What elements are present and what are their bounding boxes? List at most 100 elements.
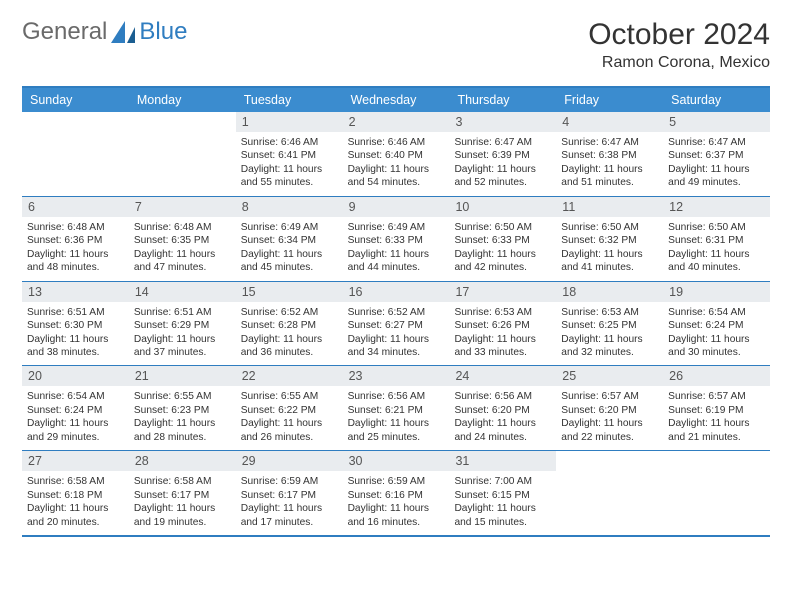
- calendar-cell: 7Sunrise: 6:48 AMSunset: 6:35 PMDaylight…: [129, 197, 236, 281]
- day-number: 9: [343, 197, 450, 217]
- daylight-line: Daylight: 11 hours and 44 minutes.: [348, 248, 445, 275]
- sunrise-line: Sunrise: 6:57 AM: [668, 390, 765, 403]
- sunrise-line: Sunrise: 6:51 AM: [27, 306, 124, 319]
- day-body: Sunrise: 6:54 AMSunset: 6:24 PMDaylight:…: [22, 386, 129, 450]
- day-number: 13: [22, 282, 129, 302]
- day-number: 29: [236, 451, 343, 471]
- day-header-cell: Tuesday: [236, 88, 343, 112]
- sunset-line: Sunset: 6:23 PM: [134, 404, 231, 417]
- sunset-line: Sunset: 6:27 PM: [348, 319, 445, 332]
- calendar-cell: 3Sunrise: 6:47 AMSunset: 6:39 PMDaylight…: [449, 112, 556, 196]
- calendar-cell: 27Sunrise: 6:58 AMSunset: 6:18 PMDayligh…: [22, 451, 129, 535]
- daylight-line: Daylight: 11 hours and 26 minutes.: [241, 417, 338, 444]
- sunrise-line: Sunrise: 6:58 AM: [27, 475, 124, 488]
- calendar-cell: 21Sunrise: 6:55 AMSunset: 6:23 PMDayligh…: [129, 366, 236, 450]
- day-number: 12: [663, 197, 770, 217]
- calendar-cell: 24Sunrise: 6:56 AMSunset: 6:20 PMDayligh…: [449, 366, 556, 450]
- sunset-line: Sunset: 6:38 PM: [561, 149, 658, 162]
- day-body: Sunrise: 6:51 AMSunset: 6:30 PMDaylight:…: [22, 302, 129, 366]
- day-number: 15: [236, 282, 343, 302]
- calendar-cell: 19Sunrise: 6:54 AMSunset: 6:24 PMDayligh…: [663, 282, 770, 366]
- day-number: 14: [129, 282, 236, 302]
- sunrise-line: Sunrise: 6:57 AM: [561, 390, 658, 403]
- sunset-line: Sunset: 6:28 PM: [241, 319, 338, 332]
- sunrise-line: Sunrise: 6:55 AM: [134, 390, 231, 403]
- month-title: October 2024: [588, 18, 770, 52]
- sunset-line: Sunset: 6:17 PM: [134, 489, 231, 502]
- daylight-line: Daylight: 11 hours and 24 minutes.: [454, 417, 551, 444]
- sunset-line: Sunset: 6:33 PM: [454, 234, 551, 247]
- sunrise-line: Sunrise: 6:50 AM: [454, 221, 551, 234]
- sunrise-line: Sunrise: 6:50 AM: [668, 221, 765, 234]
- sunrise-line: Sunrise: 6:46 AM: [348, 136, 445, 149]
- calendar-week-row: 27Sunrise: 6:58 AMSunset: 6:18 PMDayligh…: [22, 450, 770, 535]
- day-number: 1: [236, 112, 343, 132]
- logo-sail-icon: [111, 21, 137, 43]
- day-body: Sunrise: 6:59 AMSunset: 6:17 PMDaylight:…: [236, 471, 343, 535]
- daylight-line: Daylight: 11 hours and 21 minutes.: [668, 417, 765, 444]
- daylight-line: Daylight: 11 hours and 38 minutes.: [27, 333, 124, 360]
- daylight-line: Daylight: 11 hours and 55 minutes.: [241, 163, 338, 190]
- calendar-week-row: 13Sunrise: 6:51 AMSunset: 6:30 PMDayligh…: [22, 281, 770, 366]
- sunrise-line: Sunrise: 6:55 AM: [241, 390, 338, 403]
- day-number: 4: [556, 112, 663, 132]
- calendar-cell: 15Sunrise: 6:52 AMSunset: 6:28 PMDayligh…: [236, 282, 343, 366]
- daylight-line: Daylight: 11 hours and 37 minutes.: [134, 333, 231, 360]
- calendar-week-row: 6Sunrise: 6:48 AMSunset: 6:36 PMDaylight…: [22, 196, 770, 281]
- day-header-cell: Sunday: [22, 88, 129, 112]
- day-body: Sunrise: 6:52 AMSunset: 6:28 PMDaylight:…: [236, 302, 343, 366]
- day-body: Sunrise: 6:55 AMSunset: 6:23 PMDaylight:…: [129, 386, 236, 450]
- sunset-line: Sunset: 6:22 PM: [241, 404, 338, 417]
- daylight-line: Daylight: 11 hours and 17 minutes.: [241, 502, 338, 529]
- sunrise-line: Sunrise: 6:48 AM: [27, 221, 124, 234]
- daylight-line: Daylight: 11 hours and 29 minutes.: [27, 417, 124, 444]
- calendar-cell: 9Sunrise: 6:49 AMSunset: 6:33 PMDaylight…: [343, 197, 450, 281]
- logo-word-general: General: [22, 18, 107, 46]
- day-body: Sunrise: 6:47 AMSunset: 6:37 PMDaylight:…: [663, 132, 770, 196]
- calendar-cell: [556, 451, 663, 535]
- title-block: October 2024 Ramon Corona, Mexico: [588, 18, 770, 72]
- day-number: 25: [556, 366, 663, 386]
- calendar-cell: 28Sunrise: 6:58 AMSunset: 6:17 PMDayligh…: [129, 451, 236, 535]
- daylight-line: Daylight: 11 hours and 41 minutes.: [561, 248, 658, 275]
- day-header-cell: Saturday: [663, 88, 770, 112]
- sunset-line: Sunset: 6:32 PM: [561, 234, 658, 247]
- day-number: 7: [129, 197, 236, 217]
- calendar-cell: 23Sunrise: 6:56 AMSunset: 6:21 PMDayligh…: [343, 366, 450, 450]
- calendar-cell: [663, 451, 770, 535]
- sunrise-line: Sunrise: 6:59 AM: [241, 475, 338, 488]
- sunset-line: Sunset: 6:36 PM: [27, 234, 124, 247]
- calendar-cell: [22, 112, 129, 196]
- day-body: Sunrise: 6:48 AMSunset: 6:35 PMDaylight:…: [129, 217, 236, 281]
- sunrise-line: Sunrise: 6:51 AM: [134, 306, 231, 319]
- day-body: Sunrise: 6:58 AMSunset: 6:17 PMDaylight:…: [129, 471, 236, 535]
- sunrise-line: Sunrise: 6:53 AM: [561, 306, 658, 319]
- sunrise-line: Sunrise: 6:53 AM: [454, 306, 551, 319]
- sunrise-line: Sunrise: 6:54 AM: [27, 390, 124, 403]
- sunset-line: Sunset: 6:25 PM: [561, 319, 658, 332]
- day-header-cell: Wednesday: [343, 88, 450, 112]
- sunset-line: Sunset: 6:33 PM: [348, 234, 445, 247]
- calendar-week-row: 20Sunrise: 6:54 AMSunset: 6:24 PMDayligh…: [22, 365, 770, 450]
- day-number: 31: [449, 451, 556, 471]
- day-body: Sunrise: 6:56 AMSunset: 6:21 PMDaylight:…: [343, 386, 450, 450]
- day-body: Sunrise: 6:56 AMSunset: 6:20 PMDaylight:…: [449, 386, 556, 450]
- day-number: 20: [22, 366, 129, 386]
- calendar-cell: 1Sunrise: 6:46 AMSunset: 6:41 PMDaylight…: [236, 112, 343, 196]
- calendar-cell: 29Sunrise: 6:59 AMSunset: 6:17 PMDayligh…: [236, 451, 343, 535]
- calendar-cell: 5Sunrise: 6:47 AMSunset: 6:37 PMDaylight…: [663, 112, 770, 196]
- day-body: Sunrise: 6:50 AMSunset: 6:33 PMDaylight:…: [449, 217, 556, 281]
- day-number: 3: [449, 112, 556, 132]
- calendar-day-header: SundayMondayTuesdayWednesdayThursdayFrid…: [22, 88, 770, 112]
- day-body: Sunrise: 6:49 AMSunset: 6:34 PMDaylight:…: [236, 217, 343, 281]
- day-number: 19: [663, 282, 770, 302]
- day-number: 6: [22, 197, 129, 217]
- day-number: 5: [663, 112, 770, 132]
- sunrise-line: Sunrise: 6:56 AM: [348, 390, 445, 403]
- sunrise-line: Sunrise: 6:50 AM: [561, 221, 658, 234]
- sunrise-line: Sunrise: 6:58 AM: [134, 475, 231, 488]
- day-body: Sunrise: 6:47 AMSunset: 6:38 PMDaylight:…: [556, 132, 663, 196]
- daylight-line: Daylight: 11 hours and 49 minutes.: [668, 163, 765, 190]
- day-body: Sunrise: 6:48 AMSunset: 6:36 PMDaylight:…: [22, 217, 129, 281]
- daylight-line: Daylight: 11 hours and 51 minutes.: [561, 163, 658, 190]
